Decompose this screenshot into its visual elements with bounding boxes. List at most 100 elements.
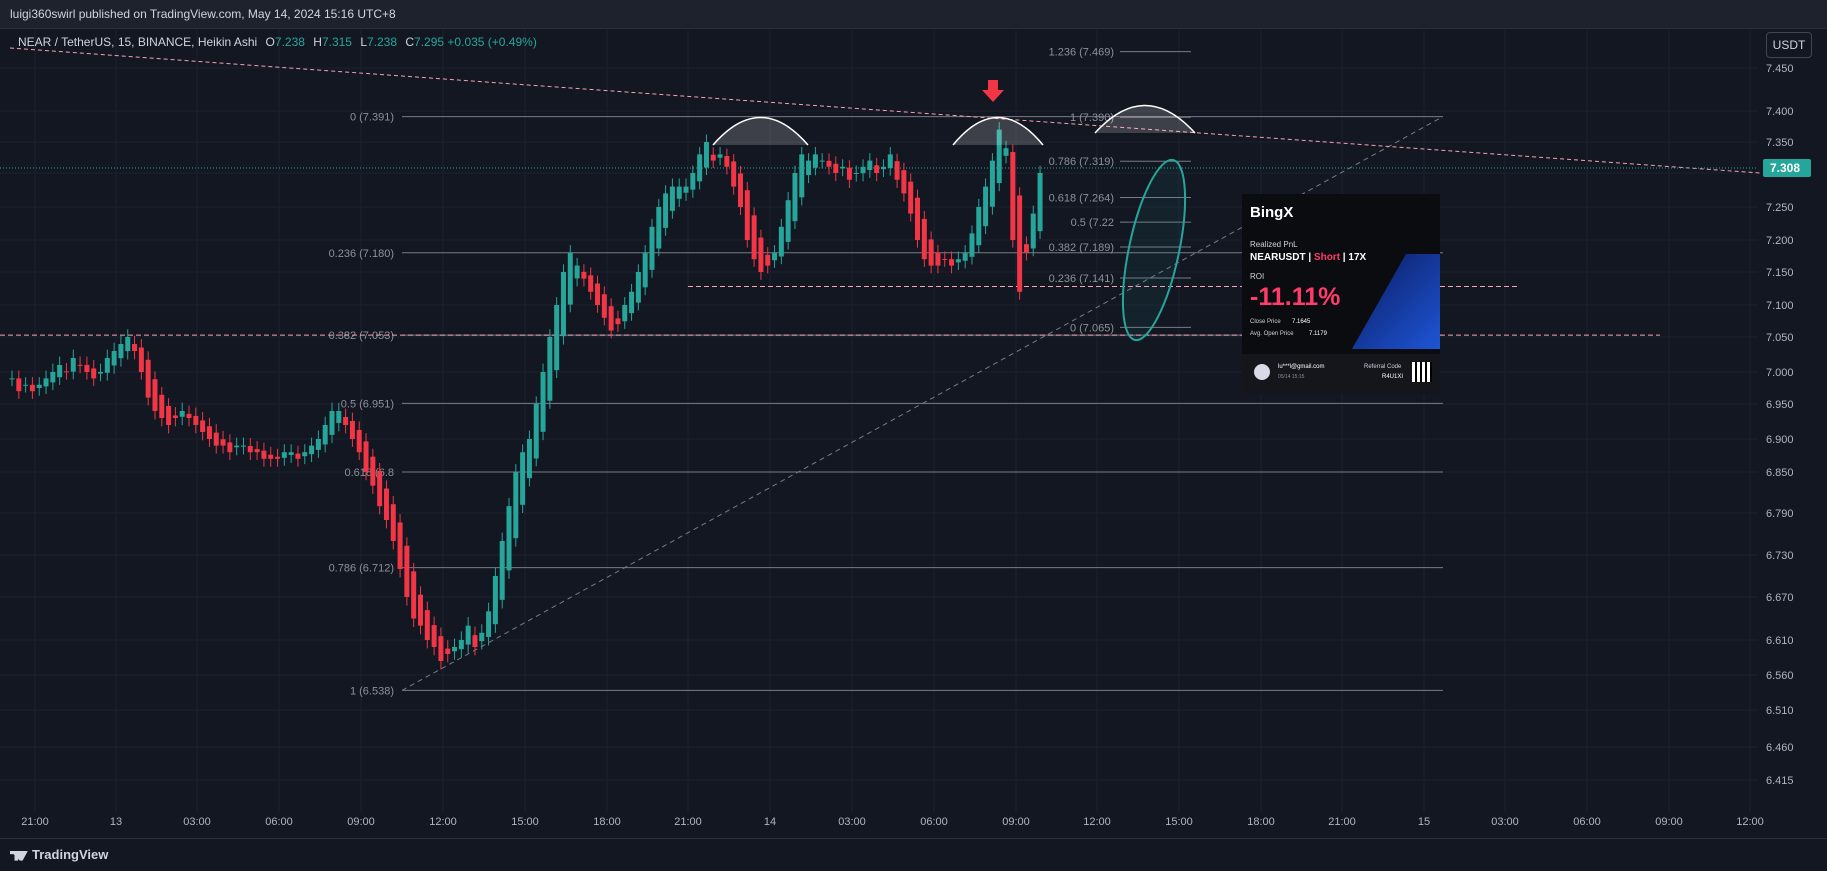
candle-body [370,456,376,486]
candle-body [601,294,607,318]
candle-body [1017,195,1023,292]
candle-body [336,411,342,423]
y-tick-label: 6.900 [1766,434,1794,446]
x-tick-label: 06:00 [265,816,293,828]
price-chart[interactable]: 0 (7.391) 0.236 (7.180) 0.382 (7.053) 0.5 (… [0,28,1827,838]
candle-body [567,252,573,305]
referral-label: Referral Code [1364,364,1402,370]
candle-body [874,165,880,173]
candle-body [778,226,784,257]
candle-body [499,541,505,600]
candle-body [697,154,703,182]
descending-trendline [9,47,1761,174]
candle-body [479,632,485,642]
x-tick-label: 12:00 [1736,816,1764,828]
open-label: O [265,35,275,49]
candle-body [159,394,165,418]
candle-body [492,576,498,625]
currency-button[interactable]: USDT [1766,32,1812,58]
pair-name: NEARUSDT [1250,252,1306,263]
candle-body [765,254,771,266]
candle-body [98,372,104,374]
candle-body [540,372,546,432]
x-tick-label: 03:00 [183,816,211,828]
bingx-logo: BingX [1250,204,1294,221]
candle-body [710,154,716,161]
candle-body [281,452,287,458]
x-tick-label: 03:00 [1491,816,1519,828]
tradingview-icon [10,850,28,861]
y-tick-label: 6.510 [1766,705,1794,717]
fib-level-label: 0 (7.391) [350,112,394,124]
candle-body [622,305,628,322]
candle-body [193,415,199,425]
candle-body [629,291,635,314]
candle-body [1023,244,1029,253]
candle-body [840,166,846,169]
y-tick-label: 6.460 [1766,742,1794,754]
candle-body [853,173,859,174]
candle-body [642,252,648,288]
candle-body [588,275,594,292]
footer-bar: TradingView [0,838,1827,871]
y-tick-label: 7.150 [1766,267,1794,279]
open-value: 7.238 [274,35,305,49]
candle-body [962,252,968,261]
fib-ext-label: 0.618 (7.264) [1049,192,1114,204]
candle-body [506,506,512,571]
candle-body [608,306,614,331]
fib-ext-label: 1 (7.390) [1070,112,1114,124]
x-tick-label: 15:00 [1165,816,1193,828]
candle-body [288,452,294,455]
candle-body [574,265,580,279]
fib-ext-label: 0.786 (7.319) [1049,156,1114,168]
y-tick-label: 7.050 [1766,332,1794,344]
publish-header: luigi360swirl published on TradingView.c… [0,0,1827,29]
candle-body [806,160,812,175]
candle-body [23,384,29,386]
candle-body [77,364,83,366]
high-label: H [313,35,322,49]
candle-body [649,226,655,270]
x-tick-label: 06:00 [1573,816,1601,828]
roi-label: ROI [1250,272,1265,281]
candle-body [513,472,519,539]
candle-body [70,358,76,372]
candle-body [50,372,56,383]
x-tick-label: 21:00 [1328,816,1356,828]
y-tick-label: 6.730 [1766,550,1794,562]
candle-body [179,411,185,417]
candle-body [935,252,941,266]
candle-body [227,442,233,453]
candle-body [186,413,192,418]
chart-area[interactable]: 0 (7.391) 0.236 (7.180) 0.382 (7.053) 0.5 (… [0,28,1827,838]
tradingview-logo[interactable]: TradingView [10,847,108,862]
candle-body [43,378,49,387]
candle-body [397,522,403,569]
open-price-value: 7.1179 [1309,331,1327,337]
fib-level-label: 1 (6.538) [350,685,394,697]
candle-body [615,318,621,325]
candle-body [57,365,63,378]
leverage: 17X [1348,252,1367,263]
y-tick-label: 7.200 [1766,235,1794,247]
candle-body [438,636,444,661]
candle-body [145,359,151,398]
candle-body [309,445,315,455]
low-value: 7.238 [367,35,398,49]
y-tick-label: 6.850 [1766,467,1794,479]
candle-body [268,454,274,459]
x-tick-label: 09:00 [347,816,375,828]
candle-body [172,415,178,418]
candle-body [955,259,961,263]
candle-body [411,571,417,619]
published-text: luigi360swirl published on TradingView.c… [10,7,396,21]
candle-body [676,186,682,199]
arc-top-1 [712,116,809,146]
candle-body [302,452,308,457]
x-tick-label: 03:00 [838,816,866,828]
candle-body [424,610,430,640]
candle-body [36,384,42,388]
candle-body [383,488,389,520]
low-label: L [360,35,367,49]
